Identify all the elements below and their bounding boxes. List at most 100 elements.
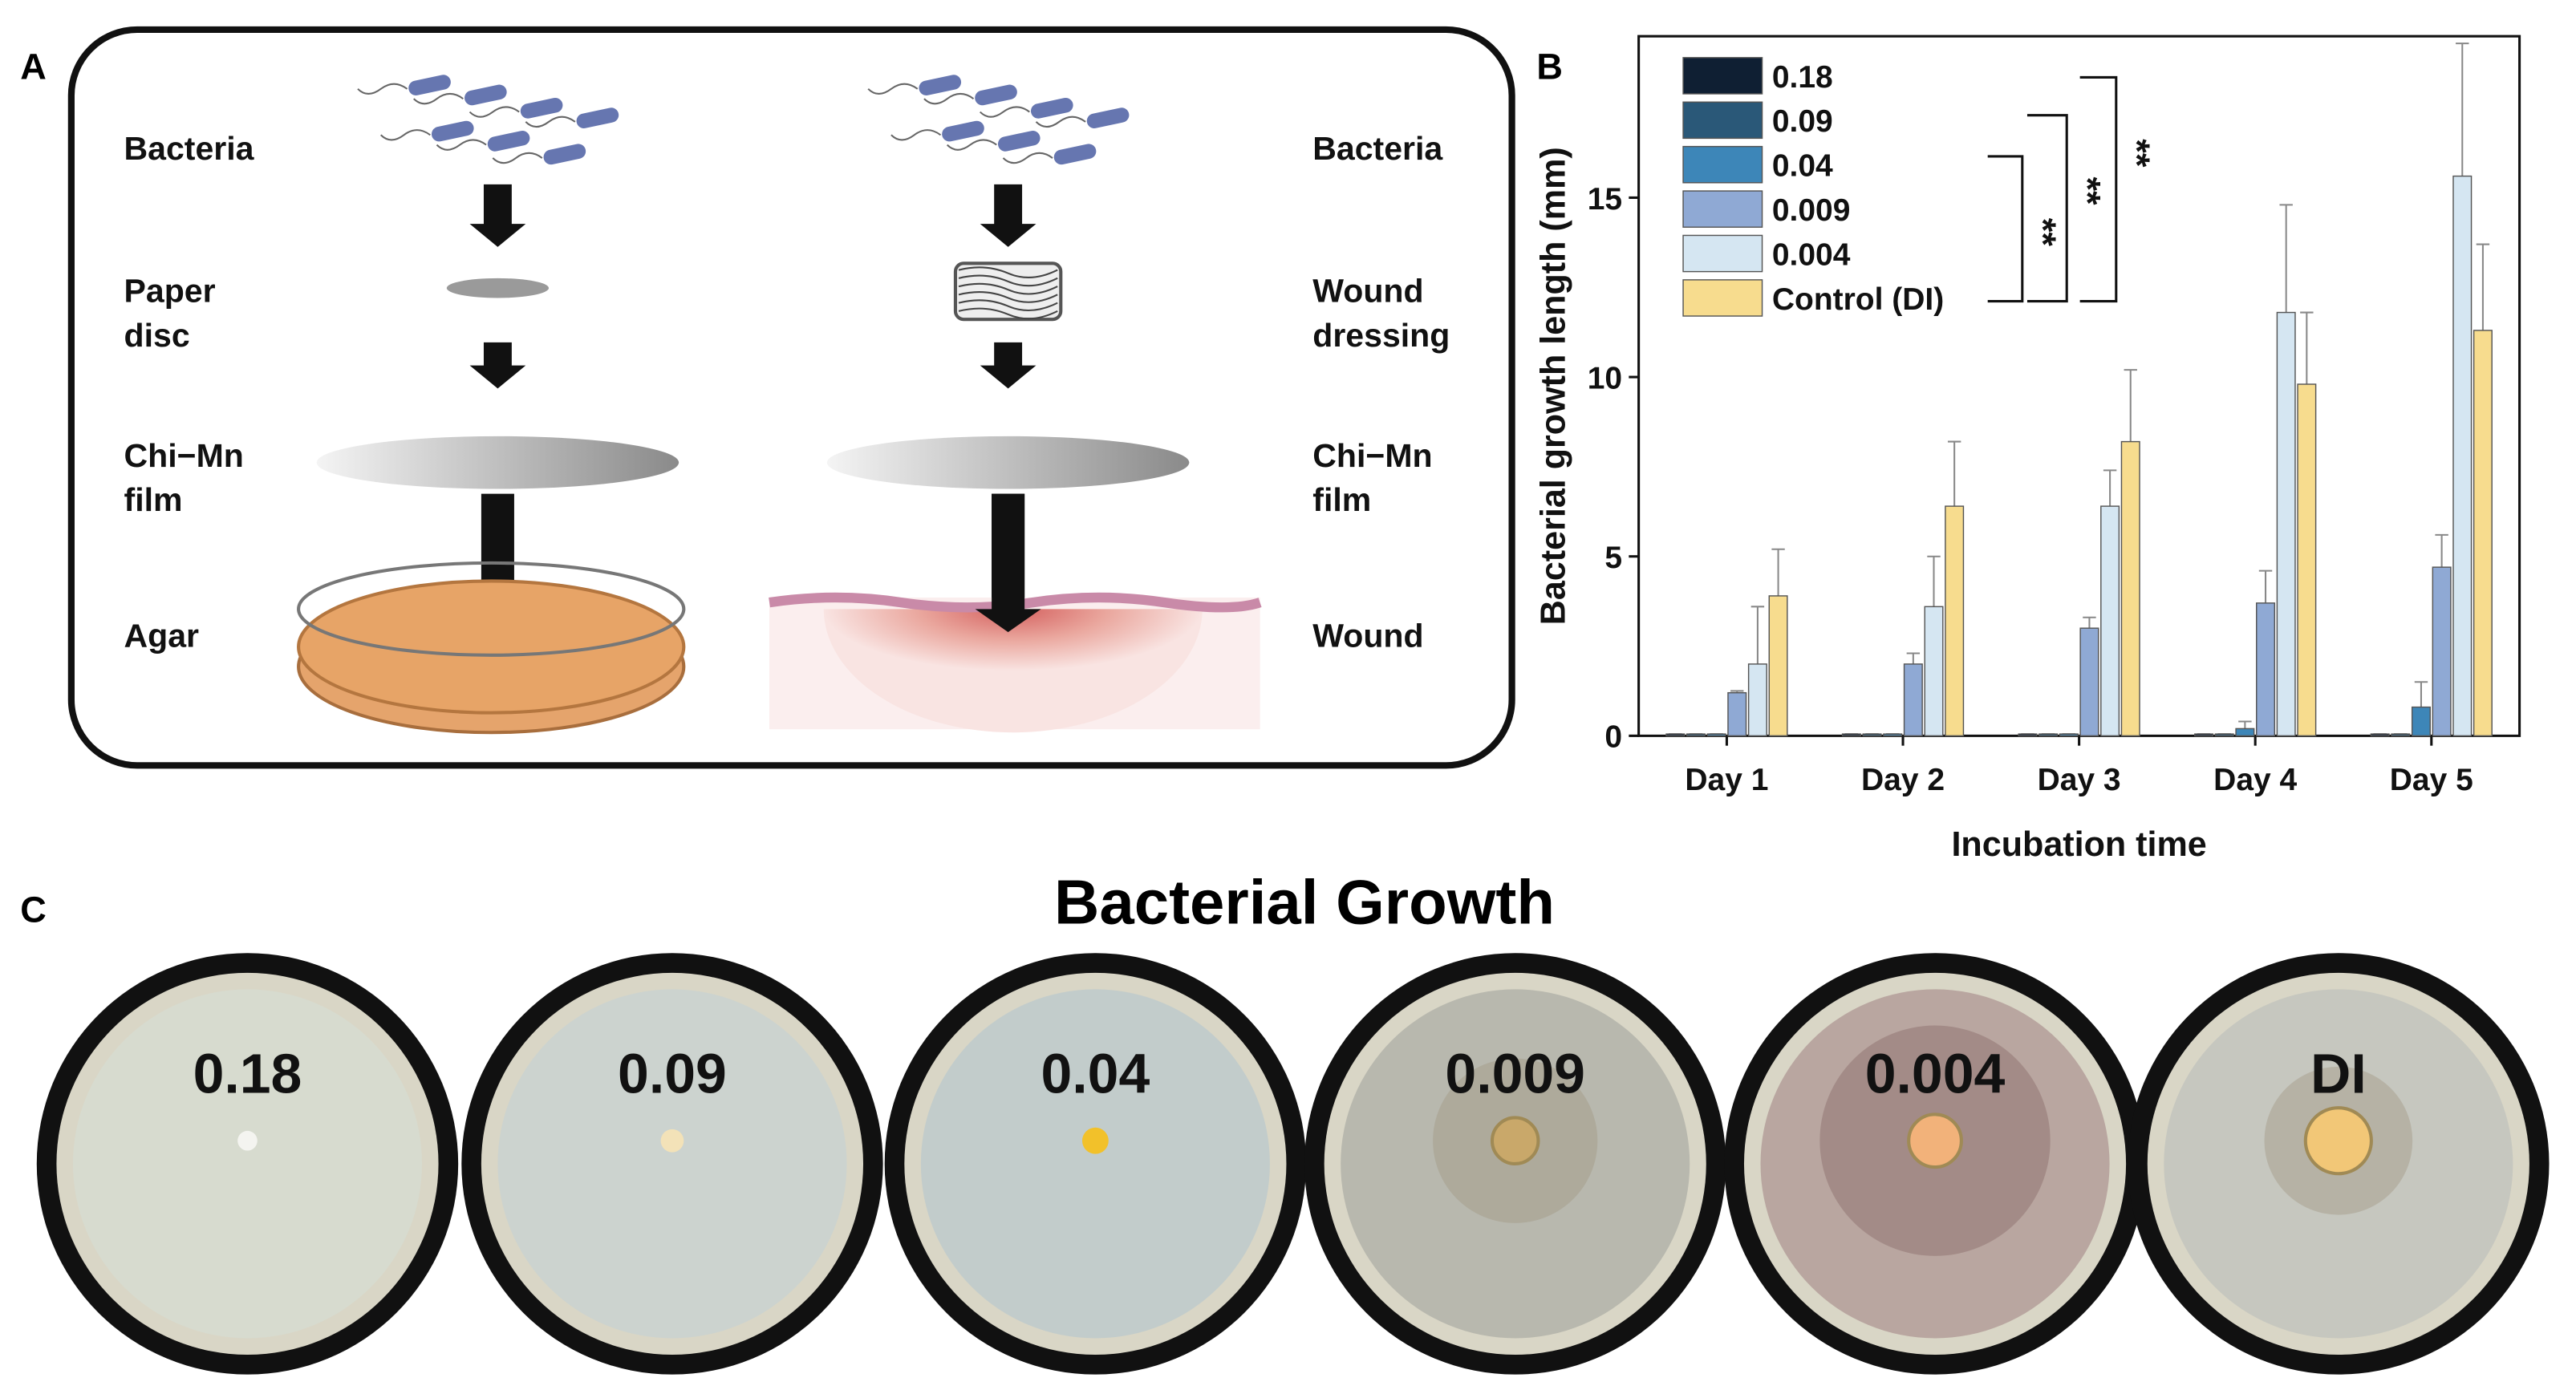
bar xyxy=(2256,602,2276,737)
disc xyxy=(1907,1112,1963,1169)
plate-label: DI xyxy=(2310,1043,2367,1105)
x-tick-label: Day 1 xyxy=(1685,763,1768,797)
y-tick-label: 0 xyxy=(1604,720,1622,755)
agar xyxy=(297,579,686,715)
flagellum xyxy=(923,92,975,105)
bar xyxy=(2452,175,2473,737)
plate-label: 0.18 xyxy=(193,1043,302,1105)
bar xyxy=(2276,311,2296,737)
y-axis-label: Bacterial growth length (mm) xyxy=(1534,147,1572,625)
arrow xyxy=(980,342,1036,389)
panel-b: B 0 5 10 15 Bacterial growth length (mm) Incub… xyxy=(1534,34,2521,864)
flagellum xyxy=(436,139,487,151)
flagellum xyxy=(946,139,997,151)
significance-bracket xyxy=(1987,155,2024,303)
arrow xyxy=(469,184,526,247)
bar xyxy=(1862,733,1882,737)
bar xyxy=(1665,733,1686,737)
step-label: Wound xyxy=(1312,618,1423,654)
step-label: Paper xyxy=(124,273,216,310)
x-tick-label: Day 4 xyxy=(2213,763,2297,797)
bar xyxy=(2038,733,2059,737)
bar xyxy=(2411,706,2431,737)
panel-frame xyxy=(67,26,1515,769)
arrow xyxy=(980,184,1036,247)
bar xyxy=(1841,733,1861,737)
plate-label: 0.04 xyxy=(1041,1043,1150,1105)
x-tick-label: Day 2 xyxy=(1861,763,1945,797)
bacterium xyxy=(576,107,619,129)
x-tick-label: Day 5 xyxy=(2390,763,2473,797)
legend-swatch xyxy=(1682,101,1763,140)
bar xyxy=(2297,383,2317,737)
step-label: Chi−Mn xyxy=(1312,437,1432,474)
flagellum xyxy=(867,83,919,95)
bacterium xyxy=(464,84,507,106)
axes xyxy=(1637,34,2521,737)
bacterium xyxy=(487,131,530,152)
flagellum xyxy=(379,129,431,141)
bacterium xyxy=(1031,97,1073,119)
mesh xyxy=(958,282,1058,295)
significance-label: ** xyxy=(2067,176,2107,205)
flagellum xyxy=(980,106,1030,118)
panel-label: B xyxy=(1536,47,1563,87)
panel-a: A Bacteria Paper disc Chi−Mn film Agar Bacteri… xyxy=(20,26,1515,769)
step-label: Chi−Mn xyxy=(124,437,244,474)
panel-label: C xyxy=(20,889,47,930)
bar xyxy=(1706,733,1726,737)
significance-label: ** xyxy=(2116,139,2157,168)
arrow xyxy=(975,493,1041,633)
y-tick-label: 15 xyxy=(1588,182,1622,217)
bar xyxy=(2120,440,2140,737)
bar xyxy=(1903,663,1923,737)
mesh xyxy=(958,299,1058,312)
legend-label: 0.04 xyxy=(1772,149,1833,184)
bacterium xyxy=(520,97,563,119)
bacterium xyxy=(543,144,586,165)
mesh xyxy=(958,307,1058,320)
y-tick-label: 5 xyxy=(1604,541,1622,575)
bar xyxy=(1883,733,1903,737)
bar xyxy=(2194,733,2214,737)
step-label: Agar xyxy=(124,618,200,654)
plate-label: 0.009 xyxy=(1445,1043,1585,1105)
step-label: dressing xyxy=(1312,317,1450,354)
legend-swatch xyxy=(1682,57,1763,95)
y-tick-label: 10 xyxy=(1588,361,1622,395)
x-tick-label: Day 3 xyxy=(2038,763,2121,797)
legend-swatch xyxy=(1682,234,1763,273)
legend-label: 0.004 xyxy=(1772,237,1851,272)
panel-title: Bacterial Growth xyxy=(1054,866,1555,937)
bar xyxy=(1686,733,1706,737)
bar xyxy=(2370,733,2390,737)
flagellum xyxy=(525,116,576,128)
flagellum xyxy=(1035,116,1086,128)
flagellum xyxy=(413,92,464,105)
bar xyxy=(1727,691,1747,737)
bar xyxy=(2079,627,2099,737)
step-label: Bacteria xyxy=(124,130,255,167)
panel-c: C Bacterial Growth 0.18 0.09 0.04 0.009 0.00… xyxy=(20,866,2550,1375)
legend-label: 0.09 xyxy=(1772,104,1833,139)
dish-lid xyxy=(297,561,686,657)
mesh xyxy=(958,274,1058,287)
bar xyxy=(1747,663,1767,737)
bar xyxy=(2100,505,2120,737)
plate-agar xyxy=(72,989,423,1339)
bar xyxy=(2235,727,2255,737)
bacterium xyxy=(408,75,451,95)
legend-swatch xyxy=(1682,190,1763,228)
significance-label: ** xyxy=(2022,218,2063,247)
disc xyxy=(2303,1106,2373,1176)
flagellum xyxy=(492,152,543,164)
chi-mn-film xyxy=(316,436,679,489)
legend-swatch xyxy=(1682,279,1763,317)
flagellum xyxy=(357,83,408,95)
epidermis xyxy=(769,592,1262,613)
wound-bed xyxy=(823,609,1203,733)
bar xyxy=(2018,733,2038,737)
bar xyxy=(1768,595,1788,737)
bar xyxy=(1924,606,1944,737)
